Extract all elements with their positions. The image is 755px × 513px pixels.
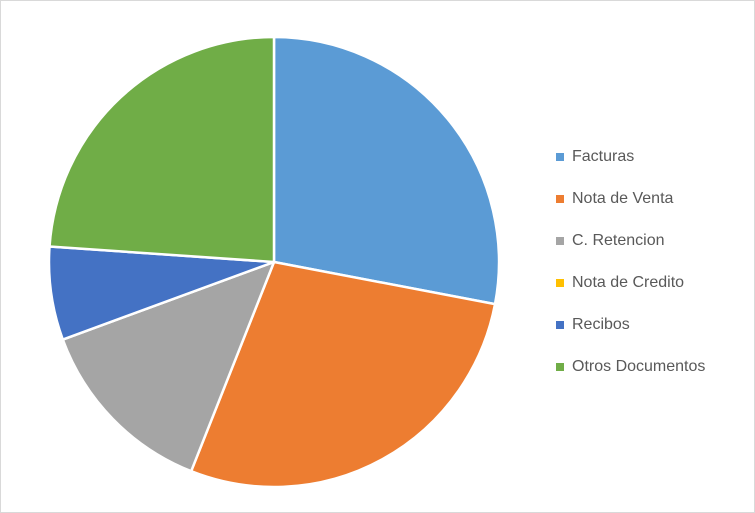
legend-label: Nota de Venta <box>572 190 674 207</box>
legend-swatch <box>556 279 564 287</box>
pie-slice <box>189 260 497 489</box>
legend-label: Otros Documentos <box>572 358 705 375</box>
legend-swatch <box>556 153 564 161</box>
pie-slice <box>48 35 276 264</box>
legend-label: Nota de Credito <box>572 274 684 291</box>
legend-swatch <box>556 237 564 245</box>
legend-swatch <box>556 321 564 329</box>
legend-label: Facturas <box>572 148 634 165</box>
pie-slice <box>272 35 501 306</box>
legend-swatch <box>556 363 564 371</box>
legend-label: C. Retencion <box>572 232 665 249</box>
pie-slice <box>61 260 276 473</box>
legend-label: Recibos <box>572 316 630 333</box>
legend-swatch <box>556 195 564 203</box>
